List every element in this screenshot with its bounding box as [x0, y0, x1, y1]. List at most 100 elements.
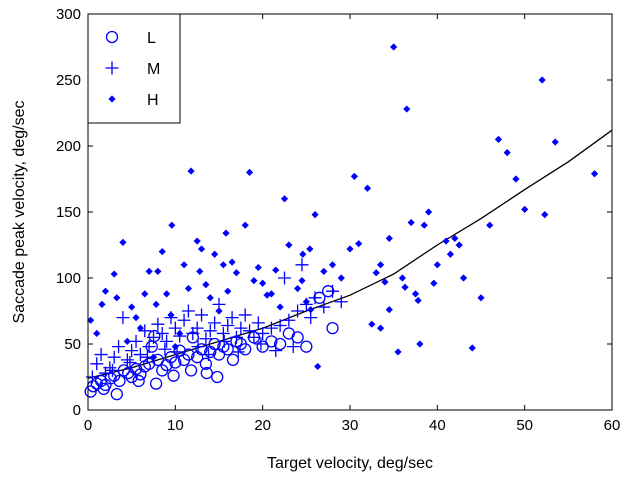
data-point-H [202, 281, 210, 289]
data-point-H [132, 314, 140, 322]
data-point-H [385, 306, 393, 314]
data-point-M [282, 313, 296, 327]
data-point-H [219, 261, 227, 269]
data-point-H [468, 344, 476, 352]
legend-box [87, 13, 181, 124]
data-point-H [394, 348, 402, 356]
legend-label-L: L [147, 30, 156, 47]
data-point-H [376, 324, 385, 332]
data-point-H [197, 245, 206, 253]
y-tick-label: 300 [56, 6, 81, 23]
data-point-L [208, 337, 221, 351]
data-point-H [180, 261, 188, 269]
data-point-H [477, 294, 485, 302]
data-point-H [145, 267, 153, 275]
data-point-M [142, 340, 156, 354]
data-point-H [154, 267, 162, 275]
data-point-M [158, 342, 172, 356]
data-point-L [167, 369, 180, 382]
data-point-M [326, 284, 340, 298]
data-point-M [147, 330, 160, 344]
data-point-H [320, 267, 328, 275]
data-point-L [200, 366, 213, 380]
data-point-L [326, 322, 339, 335]
data-point-M [107, 350, 121, 364]
data-point-H [222, 229, 230, 237]
data-point-M [234, 321, 248, 335]
data-point-H [302, 298, 310, 306]
data-point-M [123, 355, 137, 369]
data-point-H [168, 221, 176, 229]
data-point-H [451, 234, 459, 242]
data-point-H [459, 274, 468, 282]
data-point-H [306, 245, 314, 253]
data-point-L [226, 353, 240, 366]
data-point-H [267, 290, 275, 298]
data-point-M [195, 308, 209, 322]
data-point-M [247, 330, 261, 344]
x-axis-label: Target velocity, deg/sec [267, 455, 433, 472]
data-point-H [187, 167, 195, 175]
data-point-L [149, 377, 163, 390]
data-point-M [221, 319, 235, 333]
data-point-H [224, 287, 232, 295]
data-point-M [225, 311, 239, 325]
data-point-H [401, 283, 409, 291]
data-point-M [202, 348, 216, 362]
data-point-L [110, 388, 123, 401]
data-point-H [298, 277, 306, 285]
data-point-H [158, 248, 166, 256]
points-layer [84, 43, 599, 401]
data-point-H [541, 211, 549, 219]
data-point-M [191, 340, 205, 354]
y-tick-label: 200 [56, 138, 81, 155]
data-point-L [256, 340, 269, 353]
data-point-M [286, 340, 300, 354]
x-tick-label: 60 [604, 417, 621, 434]
data-point-L [199, 357, 213, 370]
x-tick-label: 30 [342, 417, 359, 434]
data-point-H [206, 294, 214, 302]
data-point-H [381, 278, 389, 286]
data-point-H [337, 274, 345, 282]
data-point-H [376, 261, 385, 269]
data-point-L [169, 356, 182, 369]
data-point-H [390, 43, 398, 51]
data-point-H [228, 258, 236, 266]
data-point-M [125, 344, 139, 358]
y-axis-label: Saccade peak velocity, deg/sec [11, 101, 28, 324]
data-point-H [446, 250, 455, 258]
data-point-L [273, 337, 287, 351]
data-point-H [119, 238, 127, 246]
x-tick-label: 40 [429, 417, 446, 434]
data-point-H [425, 208, 433, 216]
data-point-H [486, 221, 494, 229]
data-point-M [264, 321, 278, 335]
data-point-M [155, 326, 169, 340]
data-point-H [211, 250, 219, 258]
data-point-H [411, 290, 420, 298]
data-point-M [291, 304, 305, 318]
legend: LMH [87, 13, 181, 124]
data-point-L [113, 374, 126, 388]
data-point-H [521, 205, 529, 213]
y-tick-label: 150 [56, 204, 81, 221]
data-point-M [269, 344, 283, 358]
data-point-H [346, 245, 354, 253]
x-tick-label: 50 [516, 417, 533, 434]
data-point-M [160, 334, 174, 348]
data-point-H [294, 284, 302, 293]
data-point-L [151, 353, 165, 366]
data-point-H [141, 290, 149, 298]
data-point-L [221, 343, 234, 356]
data-point-H [433, 261, 441, 269]
data-point-H [254, 263, 262, 272]
data-point-L [148, 329, 161, 343]
data-point-H [368, 320, 376, 328]
data-point-M [295, 258, 309, 272]
data-point-L [291, 331, 304, 344]
data-point-H [512, 175, 520, 183]
data-point-H [101, 287, 110, 295]
data-point-H [193, 237, 201, 245]
